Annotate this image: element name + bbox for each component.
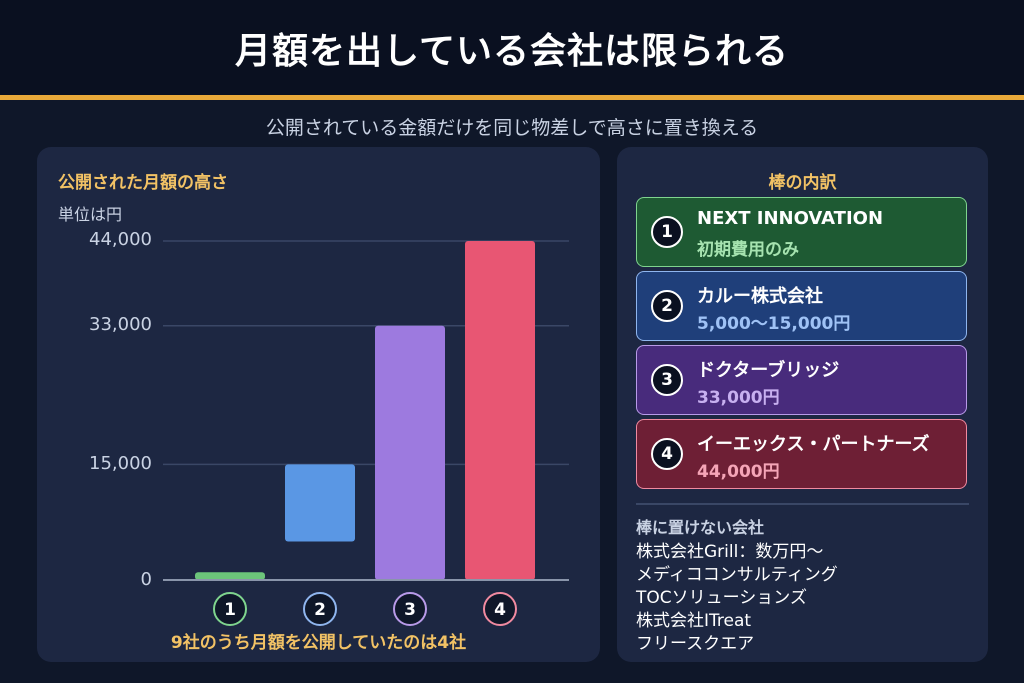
bar-2 (285, 464, 355, 542)
bar-1 (195, 572, 265, 580)
breakdown-item-4: 4 イーエックス・パートナーズ 44,000円 (636, 419, 967, 489)
breakdown-item-3: 3 ドクターブリッジ 33,000円 (636, 345, 967, 415)
others-list-item: 株式会社Grill：数万円〜 (636, 542, 824, 562)
x-tick-label-4: 4 (483, 592, 517, 626)
others-list-item: TOCソリューションズ (636, 588, 807, 608)
breakdown-title: 棒の内訳 (768, 173, 837, 193)
item-number-badge: 1 (651, 216, 683, 248)
breakdown-item-1: 1 NEXT INNOVATION 初期費用のみ (636, 197, 967, 267)
item-price-detail: 初期費用のみ (697, 240, 799, 260)
item-company-name: イーエックス・パートナーズ (697, 434, 930, 455)
page-title: 月額を出している会社は限られる (235, 31, 789, 72)
item-number-badge: 2 (651, 290, 683, 322)
item-number-badge: 3 (651, 364, 683, 396)
others-title: 棒に置けない会社 (636, 518, 765, 537)
y-tick-label: 0 (140, 569, 152, 590)
breakdown-item-2: 2 カルー株式会社 5,000〜15,000円 (636, 271, 967, 341)
header-bar (0, 0, 1024, 96)
y-tick-label: 15,000 (89, 453, 152, 474)
chart-title: 公開された月額の高さ (58, 173, 228, 193)
y-tick-label: 33,000 (89, 314, 152, 335)
chart-unit-label: 単位は円 (58, 205, 123, 224)
y-tick-label: 44,000 (89, 229, 152, 250)
item-company-name: NEXT INNOVATION (697, 208, 884, 229)
item-price-detail: 33,000円 (697, 388, 780, 408)
x-tick-label-1: 1 (213, 592, 247, 626)
item-price-detail: 5,000〜15,000円 (697, 314, 851, 334)
item-price-detail: 44,000円 (697, 462, 780, 482)
page-subtitle: 公開されている金額だけを同じ物差しで高さに置き換える (265, 117, 759, 139)
svg-text:1: 1 (224, 600, 236, 620)
item-company-name: ドクターブリッジ (697, 360, 840, 381)
others-list: 株式会社Grill：数万円〜 メディココンサルティング TOCソリューションズ … (636, 541, 838, 656)
breakdown-divider (636, 503, 969, 505)
svg-text:3: 3 (404, 600, 416, 620)
x-tick-label-3: 3 (393, 592, 427, 626)
bar-3 (375, 325, 445, 580)
chart-footnote: 9社のうち月額を公開していたのは4社 (170, 633, 467, 653)
bar-4 (465, 241, 535, 580)
others-list-item: フリースクエア (636, 634, 755, 654)
others-list-item: メディココンサルティング (636, 565, 838, 585)
svg-text:2: 2 (314, 600, 326, 620)
accent-divider (0, 95, 1024, 100)
item-company-name: カルー株式会社 (697, 286, 823, 307)
x-tick-label-2: 2 (303, 592, 337, 626)
item-number-badge: 4 (651, 438, 683, 470)
svg-text:4: 4 (494, 600, 506, 620)
others-list-item: 株式会社ITreat (636, 611, 752, 631)
